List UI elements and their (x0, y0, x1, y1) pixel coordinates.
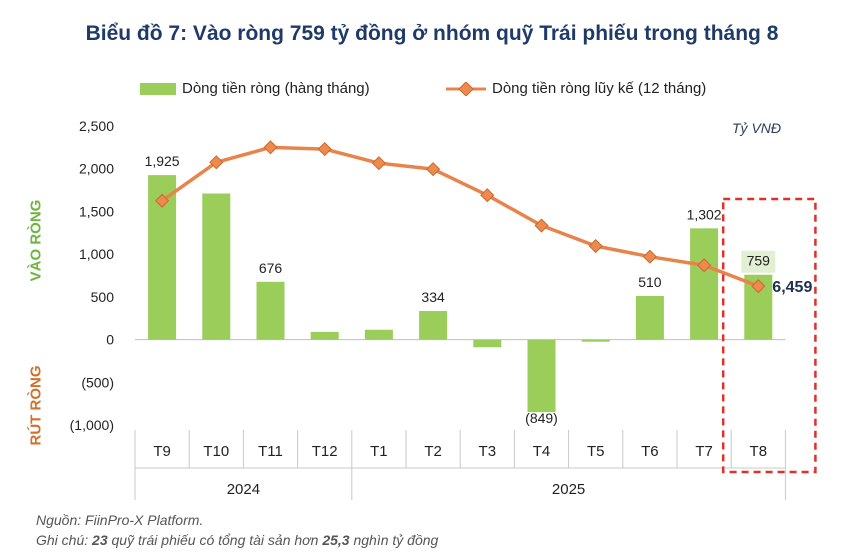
bar (419, 311, 448, 340)
bar-data-label: 510 (638, 274, 662, 290)
y-tick-label: 0 (106, 332, 114, 348)
x-tick-label: T6 (641, 443, 659, 460)
line-marker (642, 249, 657, 264)
bar (256, 281, 285, 340)
bar-data-label: 1,925 (145, 153, 180, 169)
x-tick-label: T1 (370, 443, 388, 460)
bar-data-label: 1,302 (687, 206, 722, 222)
legend-item-cumulative: Dòng tiền ròng lũy kế (12 tháng) (446, 80, 706, 97)
bar (473, 339, 502, 348)
highlight-box (721, 197, 817, 474)
bar (635, 296, 664, 340)
x-tick-label: T12 (312, 443, 338, 460)
x-tick-label: T8 (750, 443, 768, 460)
x-tick-label: T2 (424, 443, 442, 460)
legend-item-monthly: Dòng tiền ròng (hàng tháng) (140, 80, 370, 97)
x-tick-label: T5 (587, 443, 605, 460)
cumulative-line (161, 145, 759, 288)
x-tick-label: T7 (695, 443, 713, 460)
line-marker (263, 140, 278, 155)
y-tick-label: 500 (91, 289, 115, 305)
x-tick-label: T11 (258, 443, 283, 460)
unit-label: Tỷ VNĐ (732, 120, 781, 136)
line-marker (697, 258, 712, 273)
x-tick-label: T3 (479, 443, 497, 460)
y-tick-label: 2,000 (79, 161, 114, 177)
bar-data-label: 759 (747, 253, 771, 269)
y-tick-label: 1,000 (79, 246, 114, 262)
footnote: Ghi chú: 23 quỹ trái phiếu có tổng tài s… (36, 532, 439, 548)
bar (364, 329, 393, 340)
year-label: 2025 (552, 481, 585, 498)
bar (527, 339, 556, 413)
y-tick-label: (500) (81, 374, 114, 390)
source-note: Nguồn: FiinPro-X Platform. (36, 512, 204, 528)
line-marker (426, 162, 441, 177)
line-marker (371, 156, 386, 171)
line-marker (155, 193, 170, 208)
x-tick-label: T4 (533, 443, 551, 460)
x-tick-label: T10 (203, 443, 229, 460)
legend-swatch-line (446, 81, 486, 96)
chart-title: Biểu đồ 7: Vào ròng 759 tỷ đồng ở nhóm q… (85, 22, 779, 45)
y-tick-label: 1,500 (79, 203, 114, 219)
y-tick-label: (1,000) (70, 417, 114, 433)
bar-data-label: (849) (525, 410, 558, 426)
legend-label-monthly: Dòng tiền ròng (hàng tháng) (182, 80, 370, 97)
bar (581, 339, 610, 342)
x-tick-label: T9 (153, 443, 171, 460)
year-label: 2024 (227, 481, 260, 498)
line-marker (209, 155, 224, 170)
legend-label-cumulative: Dòng tiền ròng lũy kế (12 tháng) (492, 80, 707, 97)
line-marker (534, 218, 549, 233)
highlight-label-bg (741, 250, 776, 273)
bar (202, 193, 231, 340)
bar (690, 228, 719, 340)
cumulative-end-label: 6,459 (772, 279, 812, 296)
chart-plot: 2,500 2,000 1,500 1,000 500 0 (500) (1,000) T9 T1… (70, 118, 817, 500)
line-marker (480, 188, 495, 203)
legend-swatch-bar (140, 82, 176, 95)
bar-data-label: 676 (259, 260, 283, 276)
line-marker (588, 238, 603, 254)
line-marker (317, 141, 332, 157)
y-tick-label: 2,500 (79, 118, 114, 134)
bar (310, 331, 339, 340)
line-marker (751, 279, 766, 294)
bar-data-label: 334 (421, 289, 445, 305)
